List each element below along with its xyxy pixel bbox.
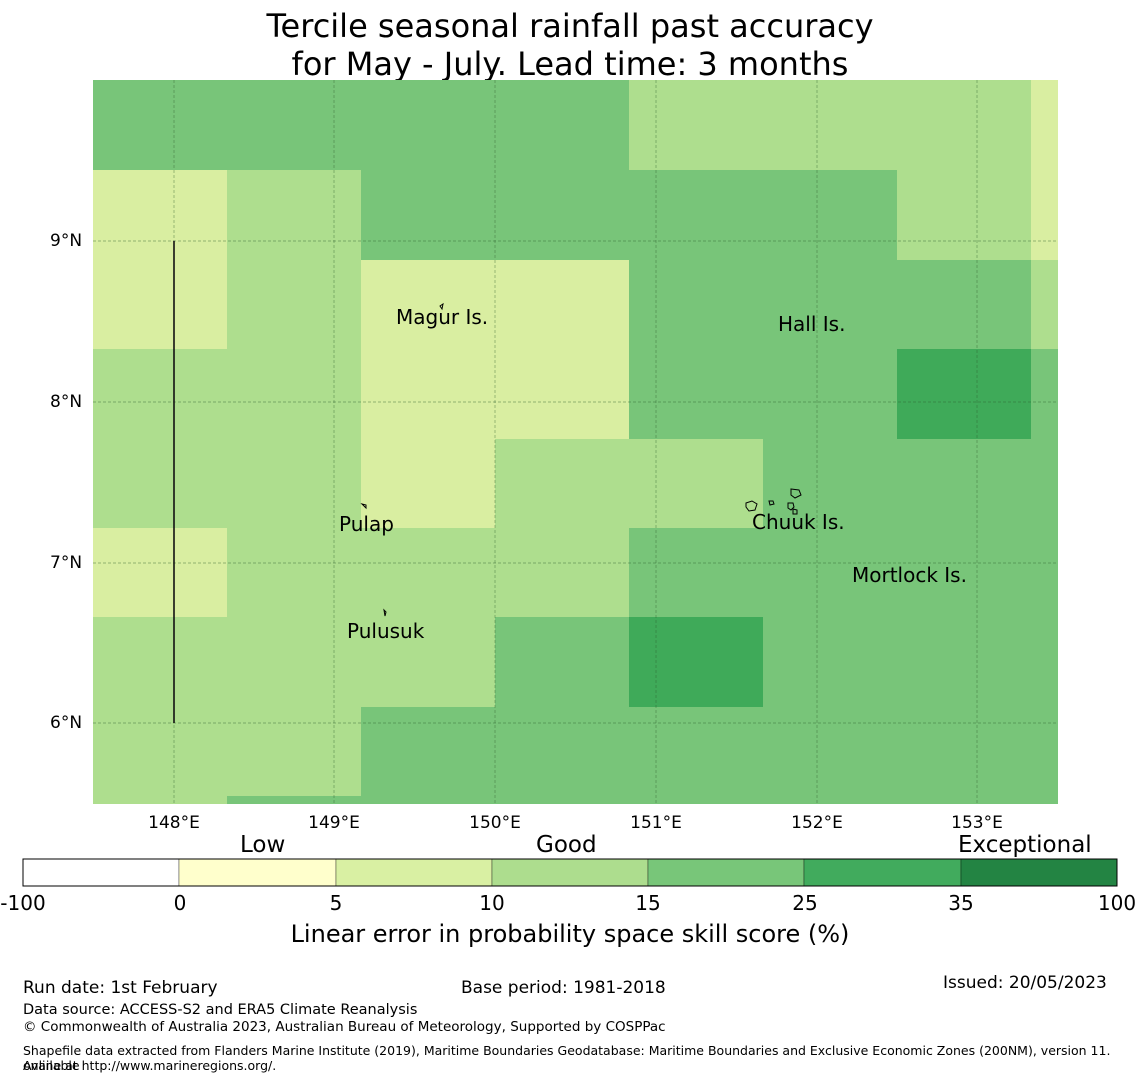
pulap-outline xyxy=(360,503,367,510)
place-label-mortlock: Mortlock Is. xyxy=(852,563,967,587)
grid-cell xyxy=(897,349,1031,439)
colorbar-bin xyxy=(803,858,962,887)
lon-label: 153°E xyxy=(951,813,1003,833)
grid-cell xyxy=(93,617,227,804)
colorbar-tick: 5 xyxy=(329,891,343,915)
grid-cell xyxy=(93,170,227,349)
data-source: Data source: ACCESS-S2 and ERA5 Climate … xyxy=(23,1002,418,1018)
skill-grid xyxy=(93,80,1058,804)
grid-cell xyxy=(1031,260,1058,349)
grid-cell xyxy=(93,349,361,528)
shapefile-credit-line-2: online at http://www.marineregions.org/. xyxy=(23,1058,277,1073)
colorbar-bin xyxy=(22,858,180,887)
issued-date: Issued: 20/05/2023 xyxy=(943,973,1107,993)
legend-category-low: Low xyxy=(240,832,286,858)
magur-outline xyxy=(439,302,444,311)
run-date: Run date: 1st February xyxy=(23,978,218,998)
colorbar-bin xyxy=(960,858,1118,887)
place-label-chuuk: Chuuk Is. xyxy=(752,510,845,534)
grid-cell xyxy=(227,707,361,796)
grid-cell xyxy=(495,439,763,528)
lat-label: 9°N xyxy=(50,231,83,251)
grid-cell xyxy=(897,170,1031,260)
lat-label: 8°N xyxy=(50,392,83,412)
colorbar-bin xyxy=(647,858,805,887)
grid-cell xyxy=(361,260,629,439)
chuuk-island-outline xyxy=(792,508,798,515)
grid-cell xyxy=(361,439,495,528)
place-label-hall: Hall Is. xyxy=(778,312,846,336)
map-title-line-2: for May - July. Lead time: 3 months xyxy=(291,45,849,83)
colorbar-tick: 35 xyxy=(948,891,974,915)
legend-category-good: Good xyxy=(536,832,597,858)
chuuk-island-outline xyxy=(745,500,758,512)
pulusuk-outline xyxy=(383,608,387,617)
colorbar-title: Linear error in probability space skill … xyxy=(290,920,850,948)
lon-label: 152°E xyxy=(791,813,843,833)
grid-cell xyxy=(93,528,227,617)
grid-cell xyxy=(629,617,763,707)
colorbar-tick: 25 xyxy=(792,891,818,915)
colorbar-tick: 15 xyxy=(635,891,661,915)
map-title-line-1: Tercile seasonal rainfall past accuracy xyxy=(266,7,874,45)
grid-cell xyxy=(227,528,495,707)
colorbar-bin xyxy=(491,858,649,887)
grid-cell xyxy=(227,170,361,349)
grid-cell xyxy=(1031,80,1058,260)
base-period: Base period: 1981-2018 xyxy=(461,978,666,998)
chuuk-lagoon-outline xyxy=(790,488,802,499)
copyright: © Commonwealth of Australia 2023, Austra… xyxy=(23,1019,666,1035)
colorbar-tick: 10 xyxy=(479,891,505,915)
lon-label: 151°E xyxy=(630,813,682,833)
lon-label: 149°E xyxy=(308,813,360,833)
island-outlines xyxy=(360,302,802,617)
colorbar xyxy=(22,858,1118,887)
place-label-pulusuk: Pulusuk xyxy=(347,619,425,643)
colorbar-tick: -100 xyxy=(0,891,46,915)
skill-score-map xyxy=(93,80,1058,804)
legend-category-exceptional: Exceptional xyxy=(958,832,1092,858)
colorbar-tick: 100 xyxy=(1097,891,1137,915)
lon-label: 150°E xyxy=(469,813,521,833)
chuuk-island-outline xyxy=(768,500,775,506)
colorbar-bin xyxy=(335,858,493,887)
colorbar-bin xyxy=(178,858,337,887)
grid-cell xyxy=(495,528,629,617)
shapefile-credit-line-1: Shapefile data extracted from Flanders M… xyxy=(23,1043,1111,1073)
grid-cell xyxy=(629,80,1031,170)
lat-label: 6°N xyxy=(50,713,83,733)
lon-label: 148°E xyxy=(148,813,200,833)
place-label-magur: Magur Is. xyxy=(396,305,489,329)
colorbar-tick: 0 xyxy=(173,891,187,915)
place-label-pulap: Pulap xyxy=(339,512,394,536)
lat-label: 7°N xyxy=(50,553,83,573)
